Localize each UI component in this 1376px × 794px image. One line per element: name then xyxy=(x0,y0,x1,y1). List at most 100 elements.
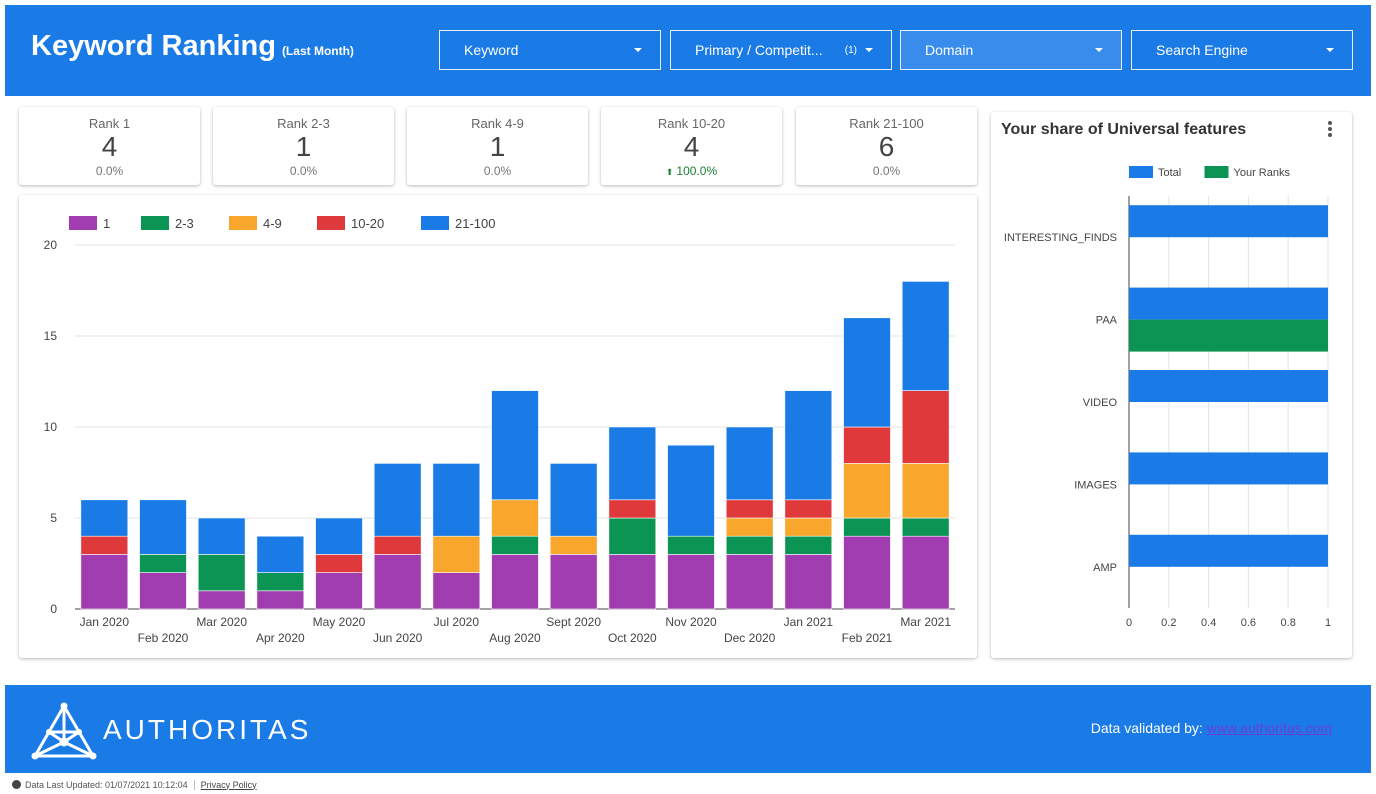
bar-segment[interactable] xyxy=(725,554,774,610)
bar-segment[interactable] xyxy=(491,535,539,555)
x-tick-label: Jul 2020 xyxy=(434,615,480,629)
scorecard-rank-4-9[interactable]: Rank 4-9 1 0.0% xyxy=(407,107,588,185)
x-tick-label: Oct 2020 xyxy=(608,631,657,645)
bar-segment[interactable] xyxy=(784,554,833,610)
x-tick-label: Dec 2020 xyxy=(724,631,776,645)
bar-segment[interactable] xyxy=(432,535,481,573)
rank-history-chart[interactable]: 0 5 10 15 20 Jan 2020 Feb 2020 Mar 2020 Apr 2020… xyxy=(19,195,977,658)
bar-segment[interactable] xyxy=(491,390,539,501)
bar-segment[interactable] xyxy=(139,554,187,573)
x-tick-label: 0 xyxy=(1126,617,1132,629)
x-tick-label: Apr 2020 xyxy=(256,631,305,645)
bar-segment[interactable] xyxy=(784,390,833,501)
share-bar[interactable] xyxy=(1129,287,1328,320)
bar-segment[interactable] xyxy=(373,535,422,555)
bar-segment[interactable] xyxy=(491,554,539,610)
bar-segment[interactable] xyxy=(843,463,891,519)
bar-segment[interactable] xyxy=(901,463,950,519)
x-tick-label: Jun 2020 xyxy=(373,631,423,645)
bar-segment[interactable] xyxy=(608,517,657,555)
scorecard-change: ⬆ 100.0% xyxy=(601,164,782,178)
bar-segment[interactable] xyxy=(784,499,833,519)
legend-label: Your Ranks xyxy=(1234,167,1291,179)
bar-segment[interactable] xyxy=(256,535,305,573)
more-vert-icon[interactable] xyxy=(1324,120,1336,138)
scorecard-value: 1 xyxy=(295,131,312,162)
scorecard-rank-10-20[interactable]: Rank 10-20 4 ⬆ 100.0% xyxy=(601,107,782,185)
scorecard-rank-21-100[interactable]: Rank 21-100 6 0.0% xyxy=(796,107,977,185)
bar-segment[interactable] xyxy=(901,390,950,464)
bar-segment[interactable] xyxy=(608,554,657,610)
bar-segment[interactable] xyxy=(80,499,129,537)
legend-swatch xyxy=(1204,166,1229,178)
x-tick-label: Feb 2021 xyxy=(842,631,893,645)
share-bar[interactable] xyxy=(1129,452,1328,485)
footer-bar: AUTHORITAS Data validated by: www.author… xyxy=(5,685,1371,773)
legend-label: 2-3 xyxy=(175,216,194,231)
bar-segment[interactable] xyxy=(667,554,715,610)
bar-segment[interactable] xyxy=(315,517,363,555)
bar-segment[interactable] xyxy=(784,535,833,555)
filter-count: (1) xyxy=(844,44,857,56)
bar-segment[interactable] xyxy=(197,590,246,610)
bar-segment[interactable] xyxy=(901,535,950,610)
scorecard-value: 1 xyxy=(489,131,506,162)
bar-segment[interactable] xyxy=(139,499,187,555)
bar-segment[interactable] xyxy=(315,572,363,610)
legend-swatch xyxy=(69,216,97,230)
bar-segment[interactable] xyxy=(843,317,891,428)
bar-segment[interactable] xyxy=(549,463,598,537)
share-chart-title: Your share of Universal features xyxy=(1001,121,1247,138)
keyword-filter[interactable]: Keyword xyxy=(439,30,661,70)
bar-segment[interactable] xyxy=(432,572,481,610)
bar-segment[interactable] xyxy=(725,517,774,537)
authoritas-logo[interactable]: AUTHORITAS xyxy=(29,702,309,760)
authoritas-link[interactable]: www.authoritas.com xyxy=(1206,720,1332,736)
bar-segment[interactable] xyxy=(491,499,539,537)
privacy-policy-link[interactable]: Privacy Policy xyxy=(200,779,257,790)
chevron-down-icon xyxy=(865,48,873,52)
bar-segment[interactable] xyxy=(901,517,950,537)
scorecard-rank-1[interactable]: Rank 1 4 0.0% xyxy=(19,107,200,185)
scorecard-label: Rank 21-100 xyxy=(849,116,924,131)
bar-segment[interactable] xyxy=(197,554,246,592)
scorecard-rank-2-3[interactable]: Rank 2-3 1 0.0% xyxy=(213,107,394,185)
bar-segment[interactable] xyxy=(843,517,891,537)
bar-segment[interactable] xyxy=(80,554,129,610)
bar-segment[interactable] xyxy=(725,499,774,519)
bar-segment[interactable] xyxy=(80,535,129,555)
share-bar[interactable] xyxy=(1129,370,1328,402)
bar-segment[interactable] xyxy=(549,554,598,610)
share-bar[interactable] xyxy=(1129,534,1328,567)
bar-segment[interactable] xyxy=(725,535,774,555)
bar-segment[interactable] xyxy=(843,535,891,610)
bar-segment[interactable] xyxy=(373,463,422,537)
bar-segment[interactable] xyxy=(784,517,833,537)
bar-segment[interactable] xyxy=(901,281,950,391)
domain-filter[interactable]: Domain xyxy=(900,30,1122,70)
bar-segment[interactable] xyxy=(843,426,891,464)
validated-label: Data validated by: xyxy=(1090,720,1207,736)
bar-segment[interactable] xyxy=(608,426,657,501)
scorecard-change: 0.0% xyxy=(289,164,318,178)
share-bar[interactable] xyxy=(1129,319,1328,352)
legend-label: 1 xyxy=(103,216,110,231)
bar-segment[interactable] xyxy=(256,572,305,592)
bar-segment[interactable] xyxy=(725,426,774,501)
bar-segment[interactable] xyxy=(667,444,715,537)
primary-competitor-filter[interactable]: Primary / Competit... (1) xyxy=(670,30,892,70)
bar-segment[interactable] xyxy=(139,572,187,610)
bar-segment[interactable] xyxy=(315,554,363,573)
bar-segment[interactable] xyxy=(256,590,305,610)
bar-segment[interactable] xyxy=(667,535,715,555)
universal-features-card: Your share of Universal features 0 0.2 0.4… xyxy=(991,112,1352,658)
share-bar[interactable] xyxy=(1129,205,1328,238)
bar-segment[interactable] xyxy=(608,499,657,519)
legend-label: 10-20 xyxy=(351,216,384,231)
bar-segment[interactable] xyxy=(432,463,481,537)
search-engine-filter[interactable]: Search Engine xyxy=(1131,30,1353,70)
universal-features-chart[interactable]: 0 0.2 0.4 0.6 0.8 1 INTERESTING_FINDS PAA VIDEO I… xyxy=(991,112,1352,658)
bar-segment[interactable] xyxy=(373,554,422,610)
bar-segment[interactable] xyxy=(197,517,246,555)
bar-segment[interactable] xyxy=(549,535,598,555)
